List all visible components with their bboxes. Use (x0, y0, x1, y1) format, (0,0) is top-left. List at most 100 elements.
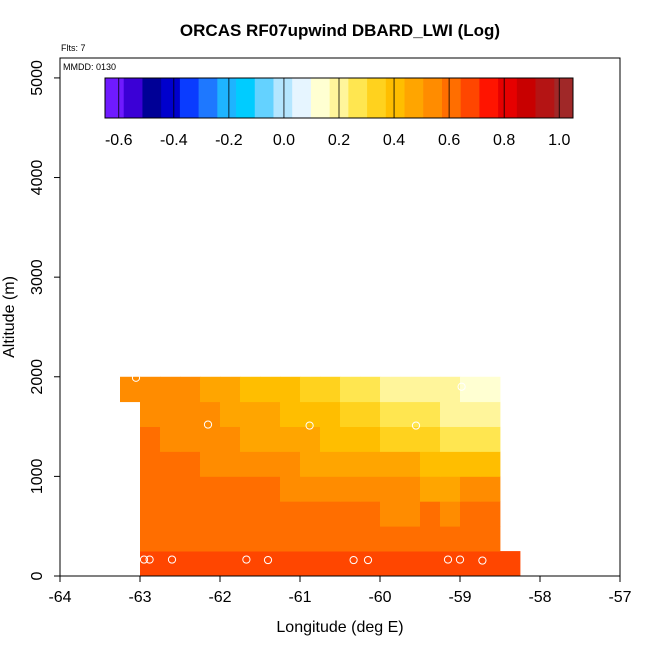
heatmap-cell (400, 501, 421, 527)
heatmap-cell (400, 476, 421, 502)
x-axis-label: Longitude (deg E) (276, 619, 403, 636)
heatmap-cells (120, 376, 521, 577)
heatmap-cell (460, 476, 481, 502)
y-tick-label: 0 (29, 571, 46, 580)
heatmap-cell (480, 401, 501, 427)
heatmap-cell (340, 451, 361, 477)
heatmap-cell (240, 476, 261, 502)
observation-point (349, 555, 358, 565)
heatmap-cell (180, 551, 201, 577)
observation-point (443, 555, 453, 564)
heatmap-cell (460, 426, 481, 452)
heatmap-cell (220, 551, 241, 577)
heatmap-cell (140, 426, 161, 452)
heatmap-cell (140, 401, 161, 427)
heatmap-cell (180, 426, 201, 452)
x-tick-label: -58 (528, 589, 551, 606)
y-tick-label: 2000 (29, 359, 46, 395)
heatmap-cell (480, 476, 501, 502)
heatmap-cell (300, 401, 321, 427)
heatmap-cell (380, 426, 401, 452)
flights-label: Flts: 7 (61, 43, 86, 53)
observation-point (305, 421, 314, 430)
mmdd-label: MMDD: 0130 (63, 62, 116, 72)
x-tick-label: -57 (608, 589, 631, 606)
heatmap-cell (280, 501, 301, 527)
heatmap-cell (400, 426, 421, 452)
heatmap-cell (420, 401, 441, 427)
observation-point (411, 421, 421, 430)
heatmap-cell (440, 501, 461, 527)
colorbar-swatch (105, 78, 125, 118)
heatmap-cell (340, 426, 361, 452)
colorbar-swatch (142, 78, 162, 118)
heatmap-cell (360, 426, 381, 452)
heatmap-cell (360, 401, 381, 427)
heatmap-cell (280, 476, 301, 502)
heatmap-cell (480, 451, 501, 477)
y-tick-label: 1000 (29, 458, 46, 494)
heatmap-cell (320, 376, 341, 403)
heatmap-cell (220, 526, 241, 552)
colorbar-swatch (404, 78, 424, 118)
heatmap-cell (360, 451, 381, 477)
heatmap-cell (320, 426, 341, 452)
colorbar-swatch (479, 78, 499, 118)
x-tick-label: -60 (368, 589, 391, 606)
x-axis: -64 -63 -62 -61 -60 -59 -58 -57 (48, 576, 632, 606)
heatmap-cell (220, 501, 241, 527)
observation-point (145, 555, 154, 564)
heatmap-cell (420, 451, 441, 477)
heatmap-cell (360, 526, 381, 552)
x-tick-label: -63 (128, 589, 151, 606)
heatmap-cell (440, 451, 461, 477)
heatmap-cell (160, 476, 181, 502)
colorbar-swatch (179, 78, 199, 118)
heatmap-cell (300, 501, 321, 527)
heatmap-cell (240, 426, 261, 452)
heatmap-cell (280, 526, 301, 552)
heatmap-cell (260, 451, 281, 477)
heatmap-cell (460, 376, 481, 403)
heatmap-cell (300, 426, 321, 452)
heatmap-cell (140, 551, 161, 577)
heatmap-cell (220, 426, 241, 452)
heatmap-cell (340, 526, 361, 552)
heatmap-cell (440, 551, 461, 577)
colorbar-swatch (198, 78, 218, 118)
heatmap-cell (500, 551, 521, 577)
heatmap-cell (440, 426, 461, 452)
y-axis-label: Altitude (m) (1, 276, 18, 358)
colorbar-swatch (441, 78, 462, 118)
heatmap-cell (320, 451, 341, 477)
heatmap-cell (180, 526, 201, 552)
heatmap-cell (160, 526, 181, 552)
heatmap-cell (320, 551, 341, 577)
heatmap-cell (240, 501, 261, 527)
heatmap-cell (260, 551, 281, 577)
x-tick-label: -59 (448, 589, 471, 606)
heatmap-cell (240, 376, 261, 403)
heatmap-cell (380, 401, 401, 427)
heatmap-cell (480, 551, 501, 577)
heatmap-cell (400, 401, 421, 427)
heatmap-cell (380, 376, 401, 403)
heatmap-cell (340, 476, 361, 502)
heatmap-cell (320, 476, 341, 502)
heatmap-cell (360, 376, 381, 403)
heatmap-cell (160, 376, 181, 403)
heatmap-cell (260, 501, 281, 527)
observation-point (457, 382, 466, 391)
heatmap-cell (460, 451, 481, 477)
colorbar-swatch (217, 78, 237, 118)
heatmap-cell (380, 501, 401, 527)
heatmap-cell (480, 376, 501, 403)
heatmap-cell (160, 426, 181, 452)
heatmap-cell (420, 426, 441, 452)
heatmap-cell (460, 526, 481, 552)
observation-point (139, 555, 149, 564)
heatmap-cell (340, 376, 361, 403)
colorbar-tick-label: 0.8 (493, 132, 515, 149)
colorbar-tick-label: -0.2 (215, 132, 243, 149)
heatmap-cell (220, 451, 241, 477)
